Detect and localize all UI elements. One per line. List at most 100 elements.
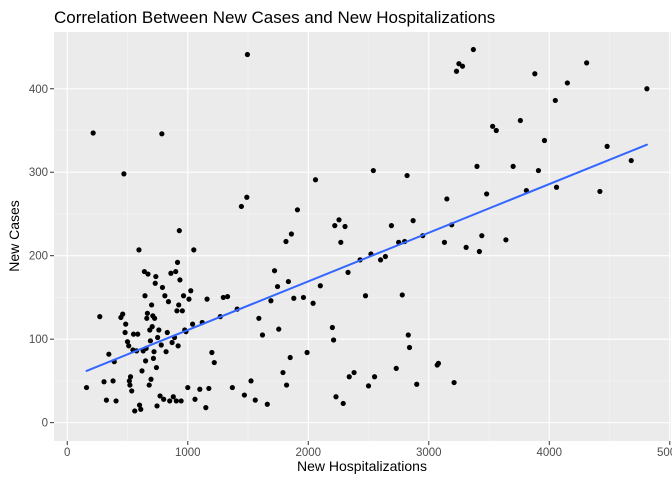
trend-line — [85, 143, 648, 372]
data-point — [268, 298, 274, 304]
data-point — [336, 217, 342, 223]
data-point — [479, 233, 485, 239]
data-point — [456, 61, 462, 67]
x-tick-label: 4000 — [536, 447, 562, 459]
data-point — [135, 331, 141, 337]
data-point — [192, 396, 198, 402]
data-point — [159, 131, 165, 137]
data-point — [146, 382, 152, 388]
data-point — [127, 374, 134, 380]
data-point — [177, 277, 183, 283]
data-point — [287, 354, 293, 361]
data-point — [484, 191, 490, 197]
data-point — [142, 358, 149, 364]
data-point — [584, 60, 590, 66]
plot-panel — [54, 32, 671, 441]
data-point — [604, 143, 610, 149]
data-point — [444, 196, 450, 202]
data-point — [342, 223, 348, 230]
data-point — [382, 253, 388, 260]
x-tick-label: 3000 — [416, 447, 442, 459]
data-point — [176, 302, 182, 308]
data-point — [405, 332, 411, 338]
data-point — [150, 355, 157, 361]
data-point — [173, 268, 179, 275]
data-point — [310, 300, 316, 306]
data-point — [503, 237, 509, 243]
data-point — [271, 268, 278, 274]
data-point — [362, 293, 369, 299]
data-point — [113, 398, 119, 404]
data-point — [346, 374, 352, 380]
data-point — [129, 388, 135, 394]
data-point — [644, 86, 650, 92]
data-point — [211, 359, 217, 366]
data-point — [197, 386, 203, 392]
data-point — [136, 402, 143, 408]
data-point — [144, 310, 150, 316]
data-point — [152, 280, 158, 286]
y-tick-label: 300 — [29, 167, 48, 179]
data-point — [229, 384, 235, 391]
data-point — [406, 344, 413, 351]
data-point — [451, 379, 457, 386]
data-point — [168, 270, 174, 276]
data-point — [244, 194, 250, 200]
data-point — [370, 167, 376, 174]
data-point — [191, 247, 197, 253]
data-point — [175, 343, 181, 349]
data-point — [203, 405, 209, 411]
data-point — [241, 392, 248, 398]
y-axis-ticks: 0 100 200 300 400 — [29, 84, 54, 430]
data-point — [317, 283, 323, 289]
data-point — [338, 239, 344, 245]
trend-line-group — [85, 143, 648, 372]
data-point — [152, 315, 158, 321]
data-point — [517, 117, 523, 124]
data-point — [161, 396, 167, 402]
minor-gridlines — [54, 32, 671, 441]
data-point — [274, 283, 281, 290]
data-point — [139, 368, 145, 374]
data-point — [127, 382, 133, 388]
data-point — [97, 314, 103, 320]
data-point — [154, 403, 160, 409]
data-point — [122, 329, 128, 336]
data-point — [148, 376, 154, 382]
data-point — [165, 299, 172, 305]
data-point — [453, 68, 460, 74]
data-point — [399, 292, 405, 298]
data-point — [345, 269, 351, 275]
data-point — [145, 271, 151, 277]
major-gridlines — [54, 32, 671, 441]
data-point — [158, 342, 164, 348]
data-point — [510, 163, 516, 169]
data-point — [136, 247, 142, 253]
data-point — [120, 311, 126, 317]
data-point — [329, 324, 335, 331]
data-point — [294, 207, 301, 213]
data-point — [149, 302, 155, 308]
data-point — [164, 329, 170, 336]
data-point — [552, 97, 558, 104]
data-point — [224, 293, 231, 300]
data-point — [597, 188, 603, 195]
data-point — [283, 238, 289, 245]
data-point — [476, 248, 482, 255]
data-point — [259, 332, 266, 338]
data-point — [330, 337, 337, 343]
data-point — [90, 130, 96, 136]
data-point — [628, 157, 634, 164]
data-point — [441, 239, 448, 245]
data-point — [174, 259, 181, 265]
data-point — [435, 360, 442, 366]
data-point — [142, 293, 148, 299]
data-point — [110, 378, 116, 384]
data-point — [188, 288, 194, 294]
data-point — [365, 383, 372, 389]
data-point — [351, 369, 357, 376]
data-point — [340, 400, 346, 407]
data-point — [185, 384, 191, 391]
x-tick-label: 2000 — [295, 447, 321, 459]
data-point — [470, 46, 476, 53]
